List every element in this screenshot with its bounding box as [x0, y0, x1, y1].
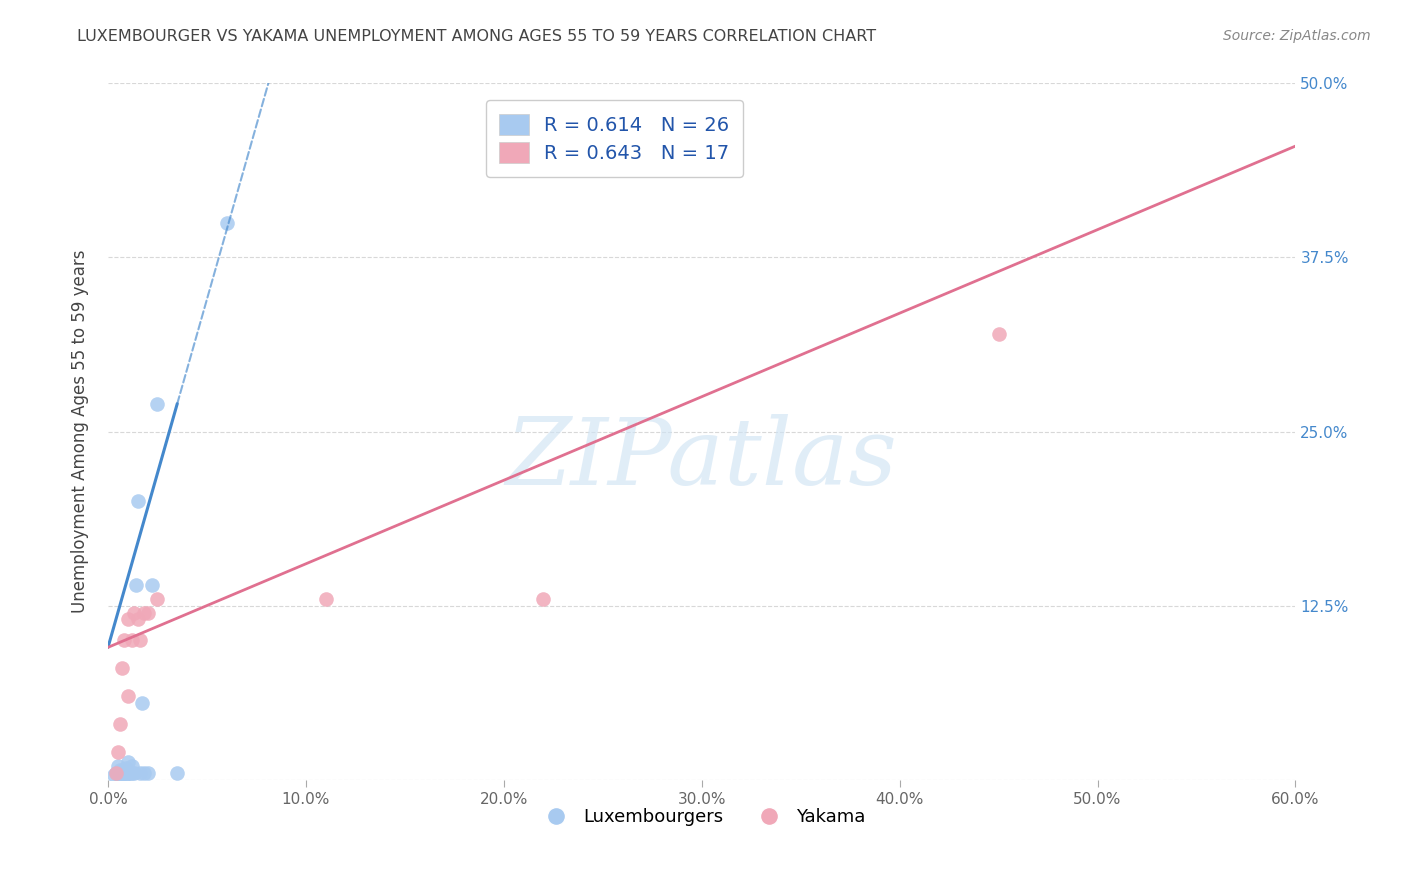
- Point: [121, 758, 143, 772]
- Point: [114, 767, 136, 781]
- Point: [166, 765, 188, 780]
- Point: [315, 591, 337, 606]
- Point: [132, 606, 155, 620]
- Point: [107, 767, 129, 781]
- Point: [108, 717, 131, 731]
- Point: [136, 606, 159, 620]
- Point: [215, 216, 238, 230]
- Legend: Luxembourgers, Yakama: Luxembourgers, Yakama: [531, 801, 872, 833]
- Point: [122, 606, 145, 620]
- Point: [114, 762, 136, 776]
- Point: [104, 765, 127, 780]
- Point: [111, 661, 134, 675]
- Point: [121, 633, 143, 648]
- Point: [118, 765, 141, 780]
- Point: [141, 577, 163, 591]
- Point: [107, 745, 129, 759]
- Point: [128, 633, 150, 648]
- Point: [117, 765, 139, 780]
- Text: ZIPatlas: ZIPatlas: [506, 415, 897, 504]
- Point: [127, 494, 149, 508]
- Point: [103, 768, 125, 782]
- Point: [531, 591, 554, 606]
- Point: [146, 397, 169, 411]
- Point: [146, 591, 169, 606]
- Point: [136, 765, 159, 780]
- Y-axis label: Unemployment Among Ages 55 to 59 years: Unemployment Among Ages 55 to 59 years: [72, 250, 89, 614]
- Point: [117, 755, 139, 769]
- Point: [112, 633, 135, 648]
- Point: [112, 765, 135, 780]
- Point: [125, 577, 148, 591]
- Point: [117, 689, 139, 703]
- Point: [987, 327, 1010, 342]
- Point: [117, 612, 139, 626]
- Text: Source: ZipAtlas.com: Source: ZipAtlas.com: [1223, 29, 1371, 43]
- Point: [131, 696, 153, 710]
- Point: [107, 758, 129, 772]
- Point: [127, 612, 149, 626]
- Point: [132, 765, 155, 780]
- Point: [111, 767, 134, 781]
- Point: [122, 765, 145, 780]
- Point: [128, 765, 150, 780]
- Point: [108, 763, 131, 777]
- Text: LUXEMBOURGER VS YAKAMA UNEMPLOYMENT AMONG AGES 55 TO 59 YEARS CORRELATION CHART: LUXEMBOURGER VS YAKAMA UNEMPLOYMENT AMON…: [77, 29, 876, 44]
- Point: [104, 765, 127, 780]
- Point: [121, 765, 143, 780]
- Point: [111, 764, 134, 779]
